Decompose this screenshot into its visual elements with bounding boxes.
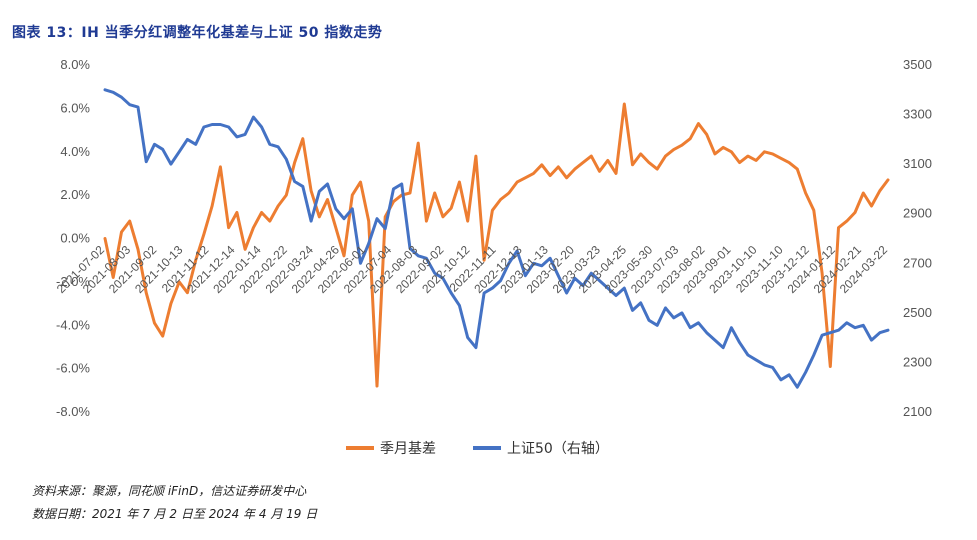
y-left-tick-label: -4.0% [56, 317, 90, 332]
y-left-tick-label: 6.0% [60, 100, 90, 115]
y-left-tick-label: -6.0% [56, 361, 90, 376]
y-left-tick-label: 8.0% [60, 57, 90, 72]
chart-canvas: 8.0% 6.0% 4.0% 2.0% 0.0% -2.0% -4.0% -6.0% -8.0%… [54, 57, 932, 457]
chart-title: 图表 13：IH 当季分红调整年化基差与上证 50 指数走势 [12, 25, 383, 41]
y-right-tick-label: 3100 [903, 156, 932, 171]
y-left-tick-label: 2.0% [60, 187, 90, 202]
y-right-tick-label: 2900 [903, 206, 932, 221]
y-right-tick-label: 3500 [903, 57, 932, 72]
legend-label-sh50: 上证50（右轴） [507, 441, 609, 457]
y-left-tick-label: 0.0% [60, 231, 90, 246]
y-left-tick-label: 4.0% [60, 144, 90, 159]
y-right-tick-label: 3300 [903, 107, 932, 122]
y-right-tick-label: 2300 [903, 354, 932, 369]
y-left-tick-label: -2.0% [56, 274, 90, 289]
y-right-tick-label: 2500 [903, 305, 932, 320]
legend-label-basis: 季月基差 [380, 440, 436, 457]
y-right-tick-label: 2100 [903, 404, 932, 419]
y-right-tick-label: 2700 [903, 255, 932, 270]
date-note: 数据日期：2021 年 7 月 2 日至 2024 年 4 月 19 日 [32, 507, 318, 521]
source-note: 资料来源：聚源，同花顺 iFinD，信达证券研发中心 [32, 484, 307, 498]
series-line-basis [103, 102, 890, 388]
series-line-sh50 [103, 88, 890, 389]
y-left-tick-label: -8.0% [56, 404, 90, 419]
